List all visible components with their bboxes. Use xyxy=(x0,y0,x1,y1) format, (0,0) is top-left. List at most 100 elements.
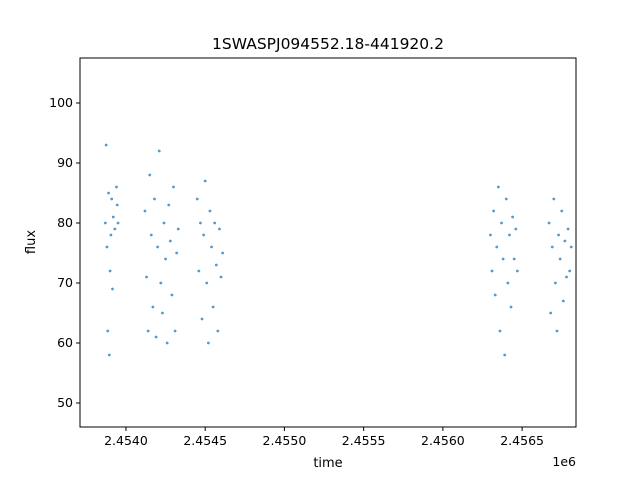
y-axis-label: flux xyxy=(24,230,39,254)
data-point xyxy=(560,209,564,213)
x-tick-label: 2.4550 xyxy=(263,433,307,448)
data-point xyxy=(164,257,167,261)
data-point xyxy=(156,245,160,249)
data-point xyxy=(508,233,511,237)
data-point xyxy=(218,227,221,231)
x-axis-label: time xyxy=(313,456,342,471)
data-point xyxy=(146,329,150,333)
data-point xyxy=(106,329,110,333)
data-point xyxy=(162,221,166,225)
data-point xyxy=(500,221,503,225)
data-point xyxy=(211,305,215,309)
y-tick-label: 50 xyxy=(57,395,73,410)
data-point xyxy=(143,209,147,213)
x-tick-label: 2.4555 xyxy=(342,433,386,448)
y-tick-label: 90 xyxy=(57,155,73,170)
data-point xyxy=(515,269,519,273)
data-point xyxy=(165,341,169,345)
data-point xyxy=(108,269,112,273)
data-point xyxy=(206,341,210,345)
data-point xyxy=(216,329,220,333)
data-point xyxy=(509,305,513,309)
data-point xyxy=(549,311,553,315)
data-point xyxy=(512,257,516,261)
data-point xyxy=(208,209,212,213)
data-point xyxy=(110,197,114,201)
data-point xyxy=(552,197,556,201)
data-points xyxy=(103,143,573,357)
data-point xyxy=(109,233,113,237)
data-point xyxy=(221,251,225,255)
data-point xyxy=(511,215,515,219)
data-point xyxy=(558,257,562,261)
data-point xyxy=(547,221,551,225)
data-point xyxy=(503,353,507,357)
data-point xyxy=(197,269,201,273)
data-point xyxy=(145,275,148,279)
data-point xyxy=(104,143,108,147)
data-point xyxy=(214,263,218,267)
y-tick-label: 60 xyxy=(57,335,73,350)
data-point xyxy=(113,227,117,231)
data-point xyxy=(565,275,568,279)
data-point xyxy=(157,149,161,153)
data-point xyxy=(213,221,217,225)
data-point xyxy=(569,245,573,249)
plot-frame xyxy=(79,57,577,428)
data-point xyxy=(105,245,109,249)
data-point xyxy=(504,197,508,201)
data-point xyxy=(496,185,500,189)
y-axis-ticks: 50 60 70 80 90 100 xyxy=(49,95,80,410)
data-point xyxy=(153,197,156,201)
data-point xyxy=(154,335,158,339)
data-point xyxy=(149,233,153,237)
data-point xyxy=(555,329,559,333)
data-point xyxy=(161,311,164,315)
x-axis-ticks: 2.4540 2.4545 2.4550 2.4555 2.4560 2.4565 xyxy=(104,427,544,448)
chart-title: 1SWASPJ094552.18-441920.2 xyxy=(212,35,444,53)
y-tick-label: 70 xyxy=(57,275,73,290)
data-point xyxy=(167,203,171,207)
x-tick-label: 2.4565 xyxy=(500,433,544,448)
data-point xyxy=(115,203,119,207)
data-point xyxy=(175,251,179,255)
data-point xyxy=(553,281,557,285)
data-point xyxy=(495,245,499,249)
data-point xyxy=(557,233,560,237)
data-point xyxy=(550,245,554,249)
data-point xyxy=(205,281,209,285)
data-point xyxy=(563,239,567,243)
data-point xyxy=(111,215,115,219)
data-point xyxy=(159,281,163,285)
data-point xyxy=(115,185,118,189)
x-tick-label: 2.4560 xyxy=(421,433,465,448)
data-point xyxy=(203,179,207,183)
data-point xyxy=(210,245,213,249)
data-point xyxy=(107,191,110,195)
data-point xyxy=(561,299,565,303)
data-point xyxy=(493,293,497,297)
data-point xyxy=(200,317,204,321)
x-tick-label: 2.4540 xyxy=(104,433,148,448)
data-point xyxy=(490,269,494,273)
data-point xyxy=(116,221,120,225)
data-point xyxy=(506,281,510,285)
data-point xyxy=(172,185,175,189)
data-point xyxy=(492,209,495,213)
data-point xyxy=(168,239,172,243)
data-point xyxy=(151,305,155,309)
data-point xyxy=(103,221,107,225)
data-point xyxy=(107,353,111,357)
x-tick-label: 2.4545 xyxy=(183,433,227,448)
data-point xyxy=(514,227,518,231)
data-point xyxy=(568,269,572,273)
x-axis-offset-label: 1e6 xyxy=(552,454,576,469)
data-point xyxy=(111,287,114,291)
data-point xyxy=(489,233,492,237)
data-point xyxy=(195,197,199,201)
data-point xyxy=(566,227,570,231)
y-tick-label: 80 xyxy=(57,215,73,230)
data-point xyxy=(498,329,502,333)
data-point xyxy=(199,221,202,225)
